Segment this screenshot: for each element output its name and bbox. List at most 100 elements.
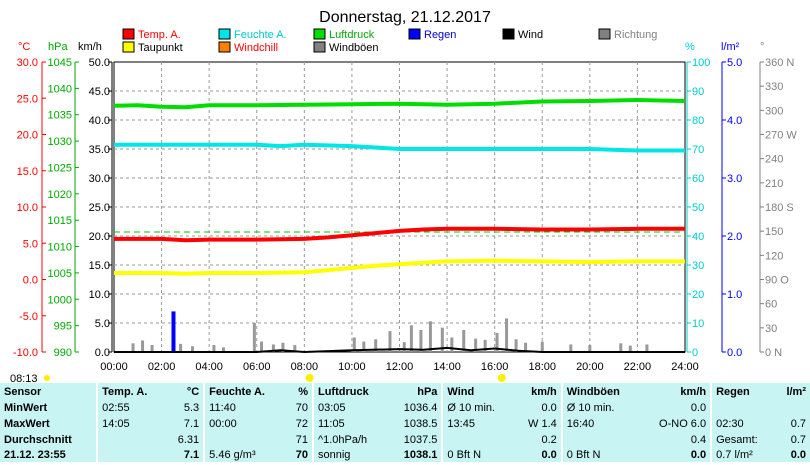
stats-cell: 0.7 l/m²: [710, 448, 776, 462]
stats-cell: 0 Bft N: [441, 448, 515, 462]
series-taupunkt-line: [114, 258, 685, 276]
stats-cell: 7.1: [183, 449, 200, 461]
series-windb-en-bar: [495, 332, 499, 352]
chart-series: [113, 98, 686, 353]
series-luftdruck-line: [113, 98, 686, 110]
stats-table: Sensor Temp. A. °C Feuchte A.% Luftdruck hPa W…: [0, 383, 810, 462]
series-windb-en-bar: [402, 342, 406, 352]
series-windb-en-bar: [474, 338, 478, 352]
stats-cell: 72: [295, 418, 308, 430]
legend-label: Feuchte A.: [234, 29, 287, 41]
wind-axis-tick-label: 10.0: [89, 289, 110, 301]
stats-header-cell: Luftdruck: [311, 383, 389, 400]
stats-cell: 1037.5: [403, 434, 438, 446]
stats-row: MaxWert 14:05 7.1 00:00 72 11:05 1038.5 13:45 W …: [0, 416, 810, 432]
wind-axis-tick-label: 45.0: [89, 86, 110, 98]
stats-cell: 0.7: [790, 434, 806, 446]
axis-units: °C hPa km/h% l/m² °: [18, 41, 764, 53]
rain-axis-tick-label: 2.0: [727, 231, 742, 243]
stats-cell: [710, 400, 776, 416]
weather-chart: Donnerstag, 21.12.2017 Temp. A. Feuchte A…: [10, 9, 797, 383]
wind-axis-tick-label: 0.0: [95, 347, 110, 359]
pressure-axis-tick-label: 1045: [48, 57, 72, 69]
direction-axis-tick-label: 330: [765, 81, 783, 93]
stats-header-cell: l/m²: [786, 385, 806, 398]
humidity-axis-tick-label: 20: [692, 289, 704, 301]
stats-cell: [775, 400, 810, 416]
stats-cell: ^1.0hPa/h: [311, 432, 389, 448]
stats-row-label: MinWert: [4, 402, 48, 414]
x-tick-label: 14:00: [433, 361, 461, 373]
direction-axis-tick-label: 240: [765, 154, 783, 166]
stats-cell: 0.2: [541, 434, 557, 446]
stats-cell: 0.0: [541, 402, 557, 414]
stats-header-cell: Regen: [710, 383, 776, 400]
stats-cell: Ø 10 min.: [560, 400, 641, 416]
direction-axis-tick-label: 0 N: [765, 347, 782, 359]
series-windb-en-bar: [645, 344, 649, 352]
sunrise-time: 08:13: [10, 373, 38, 383]
legend-swatch: [218, 41, 231, 53]
pressure-axis-tick-label: 1010: [48, 242, 72, 254]
stats-cell: 0.0: [690, 402, 707, 414]
stats-cell: 11:40: [203, 400, 287, 416]
sunrise-icon: [44, 375, 50, 381]
stats-row-label: MaxWert: [4, 418, 50, 430]
series-windb-en-bar: [252, 323, 256, 352]
direction-axis-tick-label: 300: [765, 105, 783, 117]
series-windb-en-bar: [524, 342, 528, 352]
legend-label: Windböen: [329, 42, 379, 54]
stats-cell: 0.0: [790, 449, 806, 461]
legend-label: Temp. A.: [138, 29, 181, 41]
stats-row: Durchschnitt 6.31 71 ^1.0hPa/h 1037.5 0.2 0.4 G…: [0, 432, 810, 448]
x-tick-label: 04:00: [195, 361, 223, 373]
pressure-axis-tick-label: 1005: [48, 268, 72, 280]
series-feuchte-a-line: [114, 142, 685, 153]
direction-axis-tick-label: 30: [765, 323, 777, 335]
x-tick-label: 00:00: [100, 361, 128, 373]
rain-axis-tick-label: 1.0: [727, 289, 742, 301]
legend-swatch: [502, 28, 515, 40]
chart-legend: Temp. A. Feuchte A. Luftdruck Regen Wind Rich…: [122, 28, 657, 54]
series-windb-en-bar: [131, 343, 135, 352]
humidity-axis-tick-label: 40: [692, 231, 704, 243]
stats-cell: 0.0: [541, 449, 557, 461]
stats-cell: Ø 10 min.: [441, 400, 515, 416]
series-windb-en-bar: [540, 341, 544, 352]
sun-icon: [305, 374, 314, 382]
series-windb-en-bar: [352, 337, 356, 352]
x-tick-label: 18:00: [528, 361, 556, 373]
pressure-axis-tick-label: 1015: [48, 215, 72, 227]
series-regen-bar: [171, 311, 176, 352]
wind-axis-tick-label: 25.0: [89, 202, 110, 214]
stats-cell: 14:05: [96, 416, 166, 432]
legend-label: Windchill: [234, 42, 278, 54]
stats-cell: 1038.1: [403, 449, 438, 461]
stats-header-row: Sensor Temp. A. °C Feuchte A.% Luftdruck hPa W…: [0, 383, 810, 400]
humidity-axis-tick-label: 70: [692, 144, 704, 156]
stats-cell: sonnig: [311, 448, 389, 462]
humidity-unit-label: %: [685, 41, 695, 53]
series-windb-en-bar: [388, 331, 392, 352]
stats-header-cell: Wind: [441, 383, 515, 400]
rain-unit-label: l/m²: [721, 41, 740, 53]
series-windb-en-bar: [505, 318, 509, 352]
stats-cell: 7.1: [183, 418, 200, 430]
pressure-axis-tick-label: 1020: [48, 189, 72, 201]
temp-axis-tick-label: 0.0: [23, 275, 38, 287]
stats-cell: 00:00: [203, 416, 287, 432]
wind-axis-tick-label: 35.0: [89, 144, 110, 156]
series-windb-en-bar: [409, 325, 413, 352]
stats-cell: 6.31: [177, 434, 200, 446]
legend-swatch: [122, 28, 135, 40]
series-windb-en-bar: [141, 340, 145, 352]
stats-cell: 0.7: [790, 418, 806, 430]
rain-axis-tick-label: 0.0: [727, 347, 742, 359]
stats-header-cell: hPa: [417, 385, 438, 398]
wind-axis-tick-label: 5.0: [95, 318, 110, 330]
stats-cell: 02:55: [96, 400, 166, 416]
legend-swatch: [218, 28, 231, 40]
x-tick-label: 22:00: [624, 361, 652, 373]
pressure-axis-tick-label: 1000: [48, 294, 72, 306]
series-windb-en-bar: [362, 341, 366, 352]
